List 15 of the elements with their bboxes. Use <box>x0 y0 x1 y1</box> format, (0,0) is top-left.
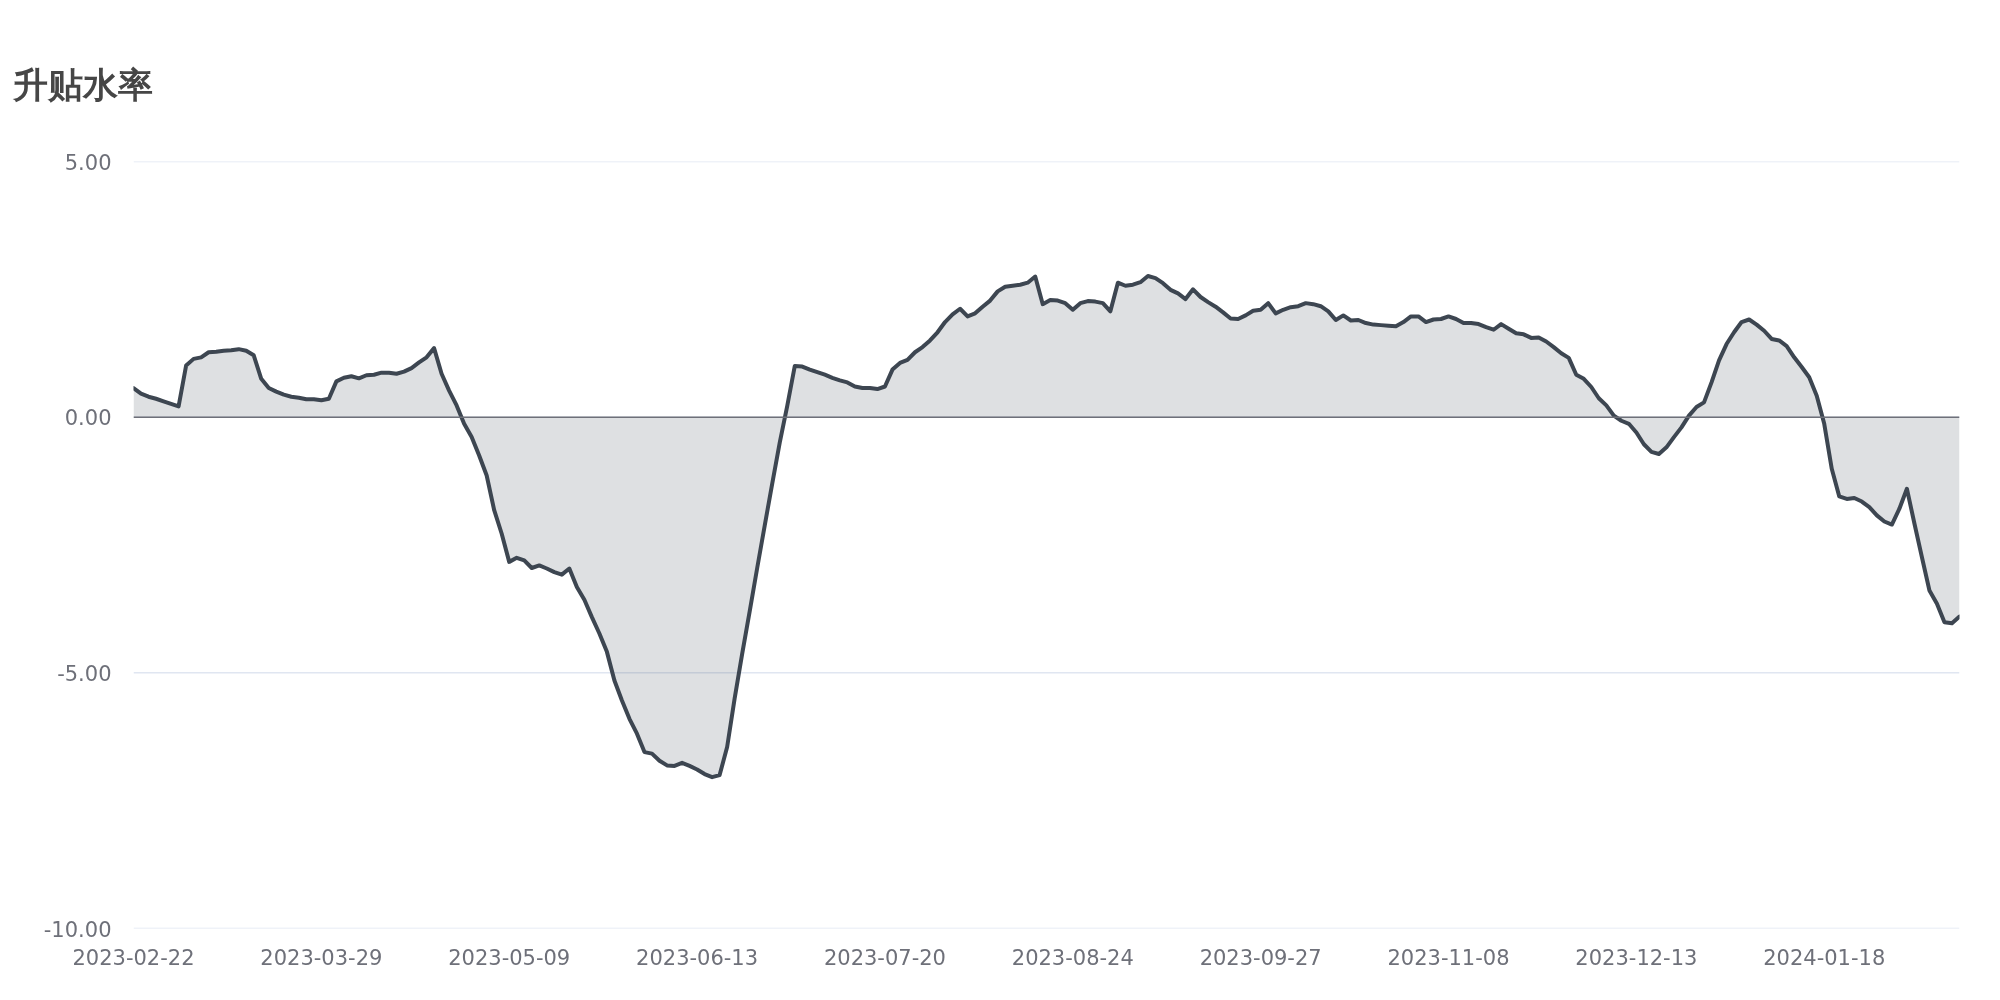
x-tick-label: 2023-06-13 <box>636 945 759 970</box>
chart-title: 升贴水率 <box>11 65 153 105</box>
x-tick-label: 2024-01-18 <box>1763 945 1886 970</box>
x-tick-label: 2023-08-24 <box>1011 945 1134 970</box>
y-tick-label: -10.00 <box>43 917 112 942</box>
y-tick-label: -5.00 <box>57 661 112 686</box>
x-tick-label: 2023-12-13 <box>1575 945 1698 970</box>
x-tick-label: 2023-05-09 <box>448 945 571 970</box>
y-tick-label: 0.00 <box>64 406 112 431</box>
x-tick-label: 2023-11-08 <box>1387 945 1510 970</box>
x-tick-label: 2023-07-20 <box>823 945 946 970</box>
y-tick-label: 5.00 <box>64 150 112 175</box>
x-tick-label: 2023-03-29 <box>260 945 383 970</box>
x-tick-label: 2023-02-22 <box>72 945 195 970</box>
x-tick-label: 2023-09-27 <box>1199 945 1322 970</box>
